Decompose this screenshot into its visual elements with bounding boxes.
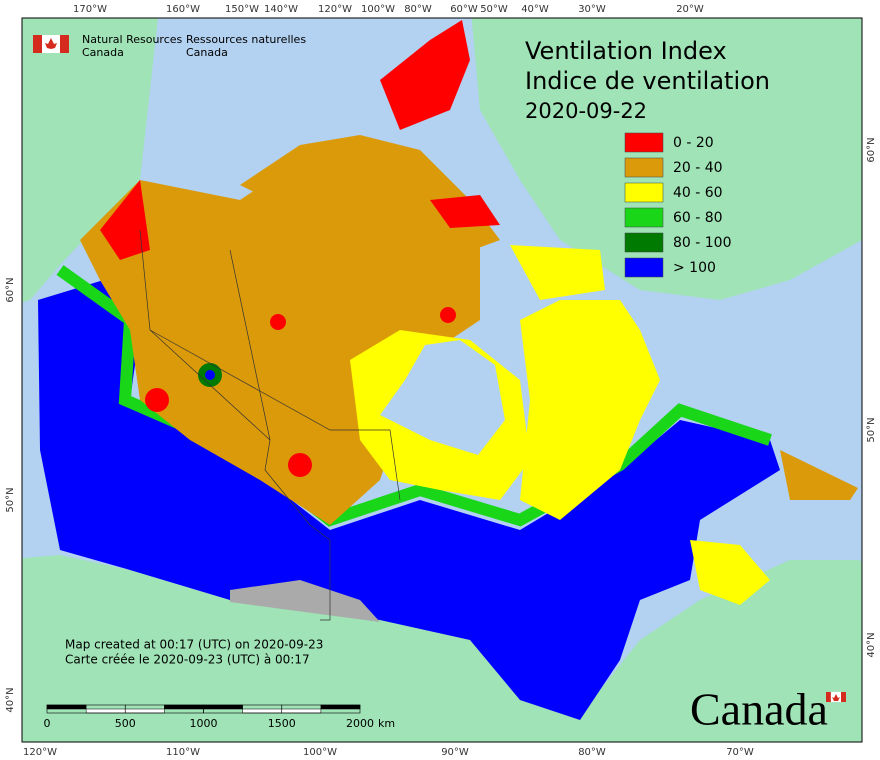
latitude-label: 50°N — [866, 417, 877, 442]
region-yukon-red — [100, 180, 150, 260]
longitude-label: 80°W — [404, 4, 432, 15]
longitude-label: 120°W — [23, 747, 57, 758]
map-title: Ventilation Index — [525, 37, 727, 65]
org-name-fr: Ressources naturelles — [186, 33, 306, 46]
legend-swatch — [624, 157, 664, 178]
map-credit: Carte créée le 2020-09-23 (UTC) à 00:17 — [65, 653, 310, 667]
scale-label: 1500 — [268, 717, 296, 730]
legend-label: 0 - 20 — [673, 135, 714, 151]
scale-segment — [203, 704, 243, 710]
latitude-label: 40°N — [866, 632, 877, 657]
region-arctic-orange — [240, 135, 500, 262]
legend-swatch — [624, 257, 664, 278]
boundary — [149, 329, 401, 501]
org-name-en: Natural Resources — [82, 33, 183, 46]
hotspot — [205, 370, 215, 380]
boundary — [229, 249, 271, 441]
longitude-label: 170°W — [73, 4, 107, 15]
no-data — [230, 580, 380, 622]
latitude-label: 50°N — [5, 487, 16, 512]
legend-label: 40 - 60 — [673, 185, 723, 201]
latitude-label: 60°N — [866, 137, 877, 162]
scale-segment — [320, 704, 361, 710]
longitude-label: 40°W — [521, 4, 549, 15]
longitude-label: 110°W — [166, 747, 200, 758]
longitude-label: 100°W — [361, 4, 395, 15]
latitude-label: 40°N — [5, 687, 16, 712]
legend-label: 20 - 40 — [673, 160, 723, 176]
legend-swatch — [624, 132, 664, 153]
scale-segment — [281, 708, 322, 714]
scale-segment-outline — [281, 704, 361, 714]
region-newfoundland — [780, 450, 858, 500]
longitude-label: 60°W — [450, 4, 478, 15]
map-frame — [21, 17, 863, 743]
legend-label: > 100 — [673, 260, 716, 276]
scale-label: 500 — [115, 717, 136, 730]
longitude-label: 70°W — [726, 747, 754, 758]
longitude-label: 100°W — [303, 747, 337, 758]
map-title: 2020-09-22 — [525, 99, 647, 123]
longitude-label: 80°W — [578, 747, 606, 758]
region-green — [56, 265, 772, 527]
longitude-label: 150°W — [225, 4, 259, 15]
latitude-label: 60°N — [5, 277, 16, 302]
region-baffin-yellow — [510, 245, 605, 300]
legend-swatch — [624, 207, 664, 228]
org-name-en: Canada — [82, 46, 124, 59]
scale-label: 0 — [44, 717, 51, 730]
longitude-label: 90°W — [441, 747, 469, 758]
scale-unit: km — [378, 717, 395, 730]
scale-segment — [164, 704, 204, 710]
region-yellow-quebec — [520, 300, 660, 520]
hudson-bay — [380, 340, 505, 455]
legend-swatch — [624, 232, 664, 253]
region-blue — [38, 275, 780, 720]
scale-segment — [125, 708, 165, 714]
org-name-fr: Canada — [186, 46, 228, 59]
longitude-label: 20°W — [676, 4, 704, 15]
map-title: Indice de ventilation — [525, 67, 770, 95]
longitude-label: 30°W — [578, 4, 606, 15]
longitude-label: 120°W — [318, 4, 352, 15]
region-ellesmere-red — [380, 20, 470, 130]
scale-segment — [46, 704, 87, 710]
wordmark: Canada — [690, 684, 828, 735]
wordmark-flag — [826, 691, 846, 703]
longitude-label: 140°W — [264, 4, 298, 15]
map-credit: Map created at 00:17 (UTC) on 2020-09-23 — [65, 638, 323, 652]
hotspot — [145, 388, 169, 412]
hotspot — [288, 453, 312, 477]
region-baffin-red — [430, 195, 500, 228]
longitude-label: 50°W — [480, 4, 508, 15]
scale-label: 2000 — [346, 717, 374, 730]
scale-label: 1000 — [190, 717, 218, 730]
hotspot — [440, 307, 456, 323]
scale-segment — [242, 708, 282, 714]
legend-swatch — [624, 182, 664, 203]
legend-label: 60 - 80 — [673, 210, 723, 226]
region-maritimes — [690, 540, 770, 605]
greenland — [471, 18, 862, 300]
boundary — [139, 229, 331, 621]
legend-label: 80 - 100 — [673, 235, 732, 251]
hotspot — [270, 314, 286, 330]
alaska — [22, 18, 158, 303]
logo-flag — [33, 35, 69, 53]
scale-segment — [85, 708, 126, 714]
longitude-label: 160°W — [166, 4, 200, 15]
